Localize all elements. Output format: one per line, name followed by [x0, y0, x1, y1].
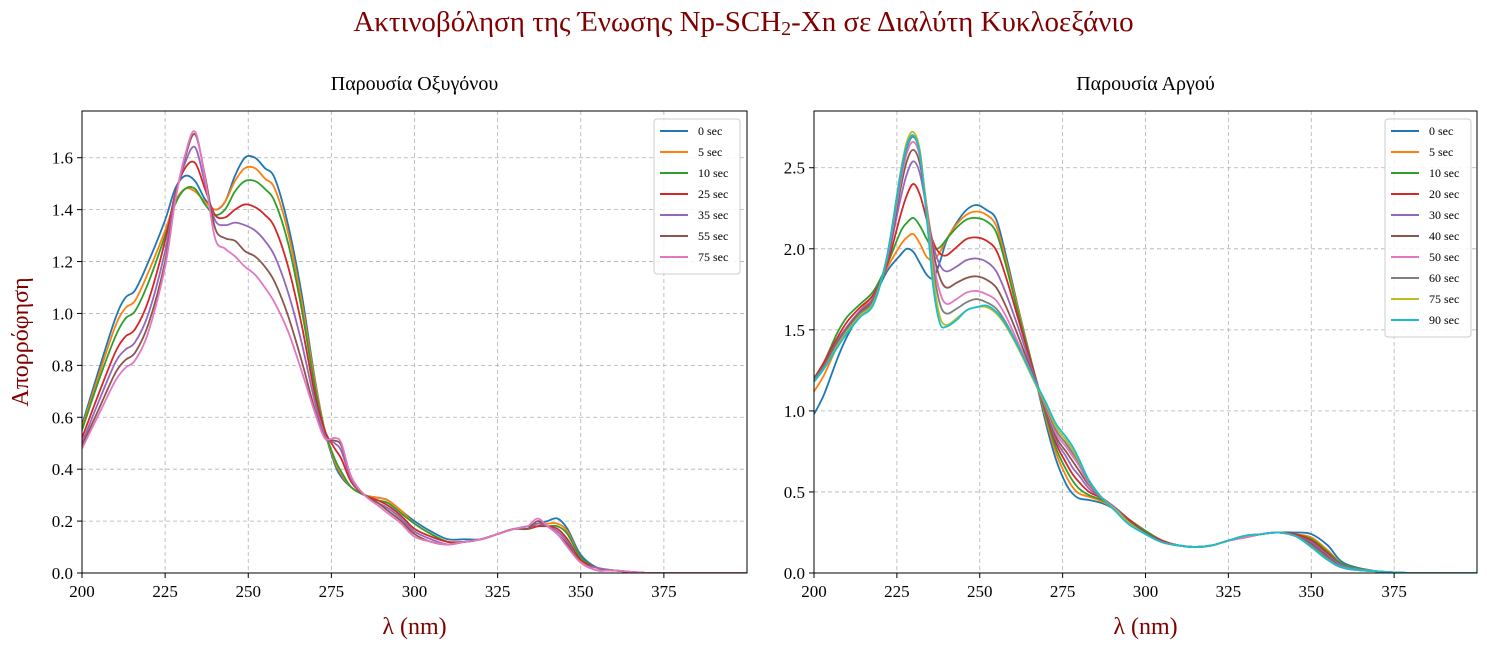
y-tick-label: 0.8 [52, 356, 73, 375]
y-tick-label: 2.0 [784, 240, 805, 259]
x-tick-label: 275 [319, 582, 345, 601]
series-line [814, 149, 1477, 573]
legend: 0 sec 5 sec 10 sec 20 sec 30 sec 40 sec 50 sec… [1384, 118, 1472, 338]
chart-argon: 200 225 250 275 300 325 350 375 0.0 0.5 1.0 1.5 2.0 2… [784, 73, 1478, 640]
figure-title-subscript: 2 [781, 18, 792, 40]
y-tick-label: 1.0 [52, 304, 73, 323]
chart-title: Παρουσία Αργού [1076, 73, 1215, 95]
y-tick-label: 1.4 [52, 201, 74, 220]
y-tick-label: 2.5 [784, 159, 805, 178]
y-tick-label: 0.2 [52, 512, 73, 531]
x-tick-label: 375 [651, 582, 677, 601]
legend-label: 30 sec [1429, 208, 1459, 222]
y-tick-label: 1.0 [784, 402, 805, 421]
legend-label: 10 sec [1429, 166, 1459, 180]
x-tick-label: 325 [485, 582, 511, 601]
legend-label: 0 sec [1429, 124, 1453, 138]
legend-label: 0 sec [698, 124, 722, 138]
series-line [82, 130, 747, 573]
y-tick-label: 1.5 [784, 321, 805, 340]
legend-label: 25 sec [698, 187, 728, 201]
y-tick-label: 0.0 [52, 564, 73, 583]
x-tick-label: 300 [1133, 582, 1159, 601]
series-line [814, 134, 1477, 573]
legend: 0 sec 5 sec 10 sec 25 sec 35 sec 55 sec 75 sec [653, 118, 741, 275]
legend-label: 60 sec [1429, 271, 1459, 285]
legend-label: 20 sec [1429, 187, 1459, 201]
x-tick-label: 250 [236, 582, 262, 601]
y-tick-label: 0.4 [52, 460, 74, 479]
legend-label: 75 sec [1429, 292, 1459, 306]
x-tick-label: 250 [967, 582, 993, 601]
legend-label: 50 sec [1429, 250, 1459, 264]
series-line [82, 155, 747, 573]
x-tick-label: 225 [152, 582, 178, 601]
x-tick-label: 375 [1381, 582, 1407, 601]
legend-label: 5 sec [1429, 145, 1453, 159]
y-tick-label: 0.0 [784, 564, 805, 583]
chart-oxygen: 200 225 250 275 300 325 350 375 0.0 0.2 0.4 0.6 0.8 1… [8, 73, 748, 640]
figure-title-part-1: Ακτινοβόληση της Ένωσης Np-SCH [353, 6, 782, 38]
legend-label: 40 sec [1429, 229, 1459, 243]
x-axis-label: λ (nm) [382, 614, 446, 640]
figure-title-part-2: -Xn σε Διαλύτη Κυκλοεξάνιο [791, 6, 1134, 38]
x-tick-label: 300 [402, 582, 428, 601]
y-tick-label: 0.6 [52, 408, 73, 427]
chart-title: Παρουσία Οξυγόνου [331, 73, 499, 95]
legend-label: 10 sec [698, 166, 728, 180]
legend-label: 55 sec [698, 229, 728, 243]
x-axis-label: λ (nm) [1113, 614, 1177, 640]
y-axis-label: Απορρόφηση [8, 277, 34, 406]
x-tick-label: 325 [1216, 582, 1242, 601]
x-tick-label: 200 [69, 582, 95, 601]
y-tick-label: 1.2 [52, 253, 73, 272]
figure-title: Ακτινοβόληση της Ένωσης Np-SCH2-Xn σε Δι… [0, 6, 1487, 41]
series-group [814, 130, 1477, 573]
x-tick-label: 350 [1299, 582, 1325, 601]
series-line [82, 133, 747, 573]
legend-label: 90 sec [1429, 313, 1459, 327]
x-tick-label: 350 [568, 582, 594, 601]
y-tick-label: 1.6 [52, 149, 73, 168]
series-group [82, 130, 747, 573]
x-tick-label: 225 [884, 582, 910, 601]
x-tick-label: 275 [1050, 582, 1076, 601]
y-tick-label: 0.5 [784, 483, 805, 502]
series-line [82, 160, 747, 573]
legend-label: 35 sec [698, 208, 728, 222]
legend-label: 75 sec [698, 250, 728, 264]
legend-label: 5 sec [698, 145, 722, 159]
x-tick-label: 200 [801, 582, 827, 601]
